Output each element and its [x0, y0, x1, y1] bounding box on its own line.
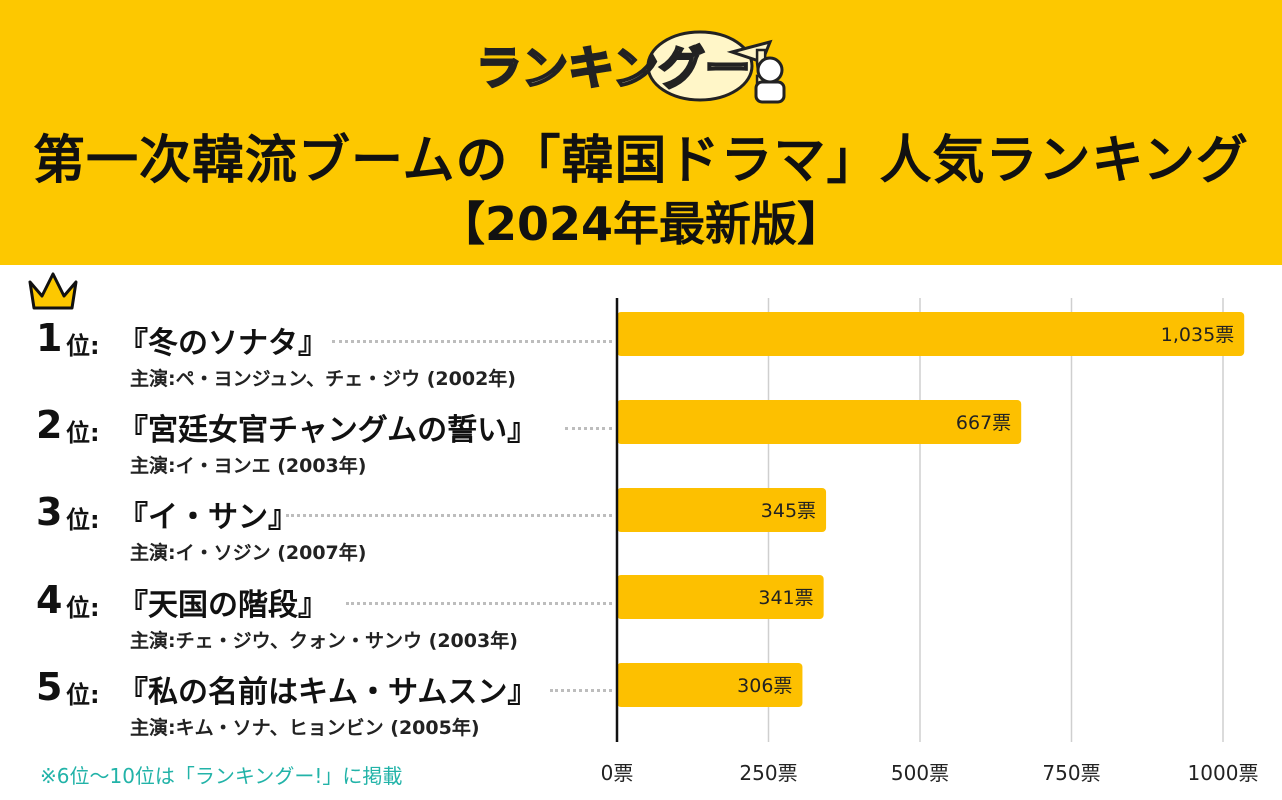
bar-value-label: 306票: [737, 675, 792, 697]
rank-number: 4: [36, 578, 63, 622]
rank-suffix: 位:: [66, 419, 100, 447]
bar: [617, 663, 803, 707]
footnote: ※6位〜10位は「ランキングー!」に掲載: [40, 764, 403, 788]
drama-cast: 主演:イ・ヨンエ (2003年): [130, 455, 367, 477]
x-tick-label: 250票: [739, 761, 797, 785]
dotted-leader: [286, 514, 612, 517]
x-tick-label: 0票: [601, 761, 634, 785]
drama-title: 『イ・サン』: [118, 500, 298, 535]
dotted-leader: [550, 689, 612, 692]
rank-number: 2: [36, 403, 63, 447]
page-title: 第一次韓流ブームの「韓国ドラマ」人気ランキング: [33, 131, 1249, 191]
dotted-leader: [346, 602, 612, 605]
bar-value-label: 1,035票: [1161, 324, 1234, 346]
rank-row-2: 2 位: 『宮廷女官チャングムの誓い』 主演:イ・ヨンエ (2003年): [0, 403, 620, 493]
rank-row-3: 3 位: 『イ・サン』 主演:イ・ソジン (2007年): [0, 490, 620, 580]
header-banner: ランキングー! 第一次韓流ブームの「韓国ドラマ」人気ランキング 【2024年最新…: [0, 0, 1282, 265]
bar-value-label: 341票: [758, 587, 813, 609]
rank-number: 1: [36, 316, 63, 360]
logo-text: ランキングー!: [476, 41, 772, 95]
rank-number: 3: [36, 490, 63, 534]
bar-value-label: 345票: [761, 500, 816, 522]
bar-value-label: 667票: [956, 412, 1011, 434]
x-tick-label: 750票: [1042, 761, 1100, 785]
rank-row-4: 4 位: 『天国の階段』 主演:チェ・ジウ、クォン・サンウ (2003年): [0, 578, 620, 668]
x-tick-label: 1000票: [1188, 761, 1259, 785]
dotted-leader: [565, 427, 612, 430]
bar: [617, 575, 824, 619]
rank-suffix: 位:: [66, 594, 100, 622]
drama-cast: 主演:チェ・ジウ、クォン・サンウ (2003年): [130, 630, 518, 652]
bar: [617, 312, 1245, 356]
x-tick-label: 500票: [891, 761, 949, 785]
crown-icon: [28, 272, 78, 310]
bar: [617, 400, 1022, 444]
drama-title: 『宮廷女官チャングムの誓い』: [118, 413, 538, 448]
rank-suffix: 位:: [66, 506, 100, 534]
rank-suffix: 位:: [66, 681, 100, 709]
drama-cast: 主演:ペ・ヨンジュン、チェ・ジウ (2002年): [130, 368, 516, 390]
drama-cast: 主演:キム・ソナ、ヒョンビン (2005年): [130, 717, 480, 739]
drama-title: 『冬のソナタ』: [118, 326, 328, 361]
drama-title: 『天国の階段』: [118, 588, 328, 623]
drama-cast: 主演:イ・ソジン (2007年): [130, 542, 367, 564]
rank-suffix: 位:: [66, 332, 100, 360]
dotted-leader: [332, 340, 612, 343]
rank-row-5: 5 位: 『私の名前はキム・サムスン』 主演:キム・ソナ、ヒョンビン (2005…: [0, 665, 620, 755]
ranking-goo-logo: ランキングー!: [475, 30, 786, 104]
bar: [617, 488, 827, 532]
drama-title: 『私の名前はキム・サムスン』: [118, 675, 538, 710]
page-subtitle: 【2024年最新版】: [438, 197, 844, 251]
rank-number: 5: [36, 665, 63, 709]
rank-row-1: 1 位: 『冬のソナタ』 主演:ペ・ヨンジュン、チェ・ジウ (2002年): [0, 316, 620, 406]
